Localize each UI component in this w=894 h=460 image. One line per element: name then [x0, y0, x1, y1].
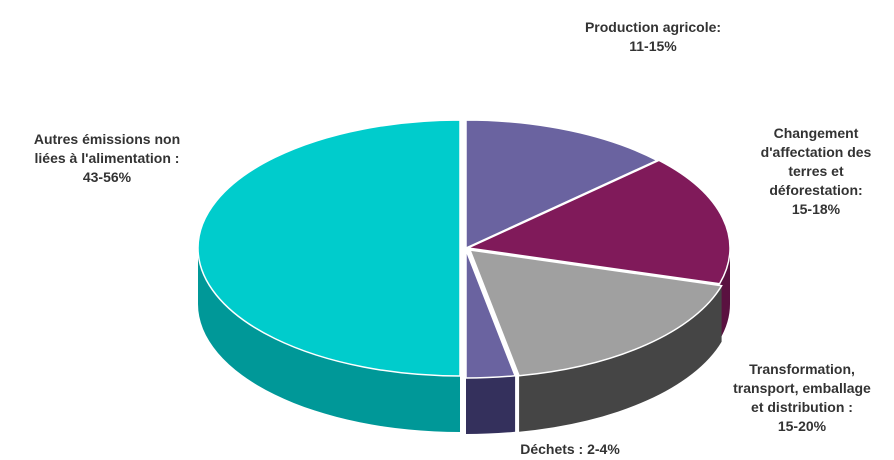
label-changement-affectation: Changement d'affectation des terres et d… — [738, 124, 894, 219]
label-production-agricole-value: 11-15% — [629, 38, 677, 54]
label-autres-emissions: Autres émissions non liées à l'alimentat… — [0, 130, 214, 187]
label-transformation-line2: transport, emballage — [733, 380, 871, 396]
label-changement-line4: déforestation: — [769, 182, 863, 198]
pie-slice-3 — [465, 249, 517, 379]
pie-slice-side-2-0 — [519, 285, 722, 432]
pie-sides — [198, 248, 730, 434]
label-changement-line1: Changement — [773, 125, 859, 141]
pie-slice-side-3-0 — [466, 375, 516, 434]
label-dechets-line1: Déchets : 2-4% — [520, 441, 620, 457]
label-changement-line2: d'affectation des — [760, 144, 872, 160]
label-transformation: Transformation, transport, emballage et … — [710, 360, 894, 436]
label-production-agricole: Production agricole: 11-15% — [558, 18, 748, 56]
label-transformation-line3: et distribution : — [751, 399, 853, 415]
label-dechets: Déchets : 2-4% — [490, 440, 650, 459]
pie-slice-0 — [465, 119, 659, 250]
label-autres-value: 43-56% — [82, 169, 132, 185]
label-transformation-line1: Transformation, — [749, 361, 855, 377]
label-changement-value: 15-18% — [791, 201, 841, 217]
label-production-agricole-line1: Production agricole: — [584, 19, 722, 35]
pie-slice-side-4-0 — [198, 248, 460, 432]
label-changement-line3: terres et — [788, 163, 844, 179]
pie-slice-side-1-0 — [719, 248, 730, 340]
pie-slice-4 — [197, 119, 461, 377]
label-autres-line1: Autres émissions non — [33, 131, 181, 147]
pie-slice-2 — [468, 249, 723, 377]
label-autres-line2: liées à l'alimentation : — [34, 150, 180, 166]
pie-tops — [197, 119, 731, 379]
label-transformation-value: 15-20% — [777, 418, 827, 434]
pie-slice-1 — [465, 159, 731, 285]
